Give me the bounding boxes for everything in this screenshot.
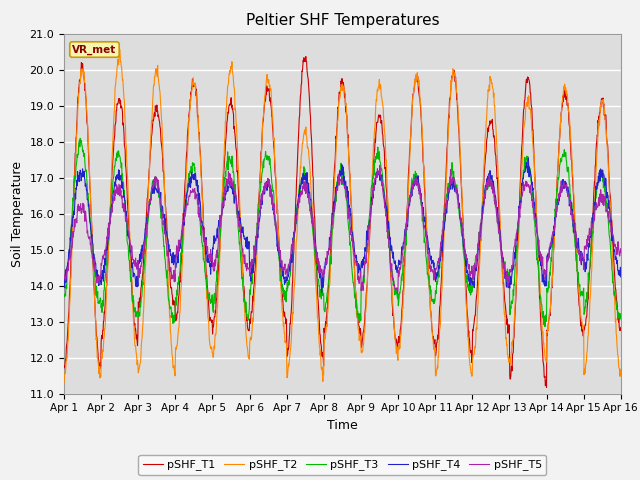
pSHF_T4 bbox=[525, 156, 532, 161]
Line: pSHF_T4: pSHF_T4 bbox=[64, 158, 621, 293]
X-axis label: Time: Time bbox=[327, 419, 358, 432]
pSHF_T4 bbox=[170, 260, 178, 265]
pSHF_T3 bbox=[429, 298, 437, 303]
pSHF_T3 bbox=[60, 294, 68, 300]
pSHF_T4 bbox=[502, 275, 509, 280]
pSHF_T3 bbox=[552, 208, 559, 214]
pSHF_T2 bbox=[116, 47, 124, 52]
pSHF_T5 bbox=[170, 279, 178, 285]
pSHF_T5 bbox=[246, 267, 254, 273]
Line: pSHF_T3: pSHF_T3 bbox=[64, 138, 621, 326]
pSHF_T4 bbox=[429, 257, 437, 263]
pSHF_T1 bbox=[617, 324, 625, 330]
pSHF_T5 bbox=[376, 163, 383, 168]
pSHF_T3 bbox=[184, 179, 192, 185]
pSHF_T3 bbox=[541, 324, 549, 329]
pSHF_T4 bbox=[318, 290, 326, 296]
pSHF_T2 bbox=[502, 336, 509, 342]
pSHF_T3 bbox=[502, 271, 509, 276]
pSHF_T1 bbox=[552, 219, 559, 225]
Line: pSHF_T1: pSHF_T1 bbox=[64, 57, 621, 387]
Line: pSHF_T5: pSHF_T5 bbox=[64, 166, 621, 294]
pSHF_T1 bbox=[502, 308, 509, 313]
pSHF_T2 bbox=[551, 220, 559, 226]
pSHF_T4 bbox=[184, 188, 191, 193]
pSHF_T5 bbox=[617, 249, 625, 255]
pSHF_T4 bbox=[617, 274, 625, 280]
pSHF_T2 bbox=[60, 381, 68, 386]
pSHF_T3 bbox=[617, 316, 625, 322]
pSHF_T3 bbox=[246, 289, 254, 295]
Legend: pSHF_T1, pSHF_T2, pSHF_T3, pSHF_T4, pSHF_T5: pSHF_T1, pSHF_T2, pSHF_T3, pSHF_T4, pSHF… bbox=[138, 455, 547, 475]
pSHF_T1 bbox=[429, 334, 437, 339]
pSHF_T2 bbox=[617, 371, 625, 377]
pSHF_T4 bbox=[60, 277, 68, 283]
pSHF_T5 bbox=[394, 291, 401, 297]
Title: Peltier SHF Temperatures: Peltier SHF Temperatures bbox=[246, 13, 439, 28]
pSHF_T5 bbox=[60, 273, 68, 278]
pSHF_T3 bbox=[171, 319, 179, 325]
pSHF_T5 bbox=[552, 217, 559, 223]
pSHF_T2 bbox=[171, 369, 179, 375]
pSHF_T5 bbox=[429, 271, 437, 277]
Line: pSHF_T2: pSHF_T2 bbox=[64, 49, 621, 384]
Y-axis label: Soil Temperature: Soil Temperature bbox=[11, 161, 24, 266]
pSHF_T5 bbox=[184, 202, 191, 208]
pSHF_T1 bbox=[60, 365, 68, 371]
pSHF_T1 bbox=[246, 319, 254, 325]
pSHF_T2 bbox=[429, 338, 437, 344]
pSHF_T4 bbox=[552, 218, 559, 224]
pSHF_T1 bbox=[184, 127, 191, 133]
pSHF_T2 bbox=[246, 334, 254, 340]
pSHF_T1 bbox=[543, 384, 550, 390]
pSHF_T1 bbox=[302, 54, 310, 60]
pSHF_T5 bbox=[502, 276, 510, 281]
pSHF_T4 bbox=[246, 270, 254, 276]
pSHF_T3 bbox=[76, 135, 84, 141]
Text: VR_met: VR_met bbox=[72, 44, 116, 55]
pSHF_T1 bbox=[170, 302, 178, 308]
pSHF_T2 bbox=[184, 132, 192, 138]
